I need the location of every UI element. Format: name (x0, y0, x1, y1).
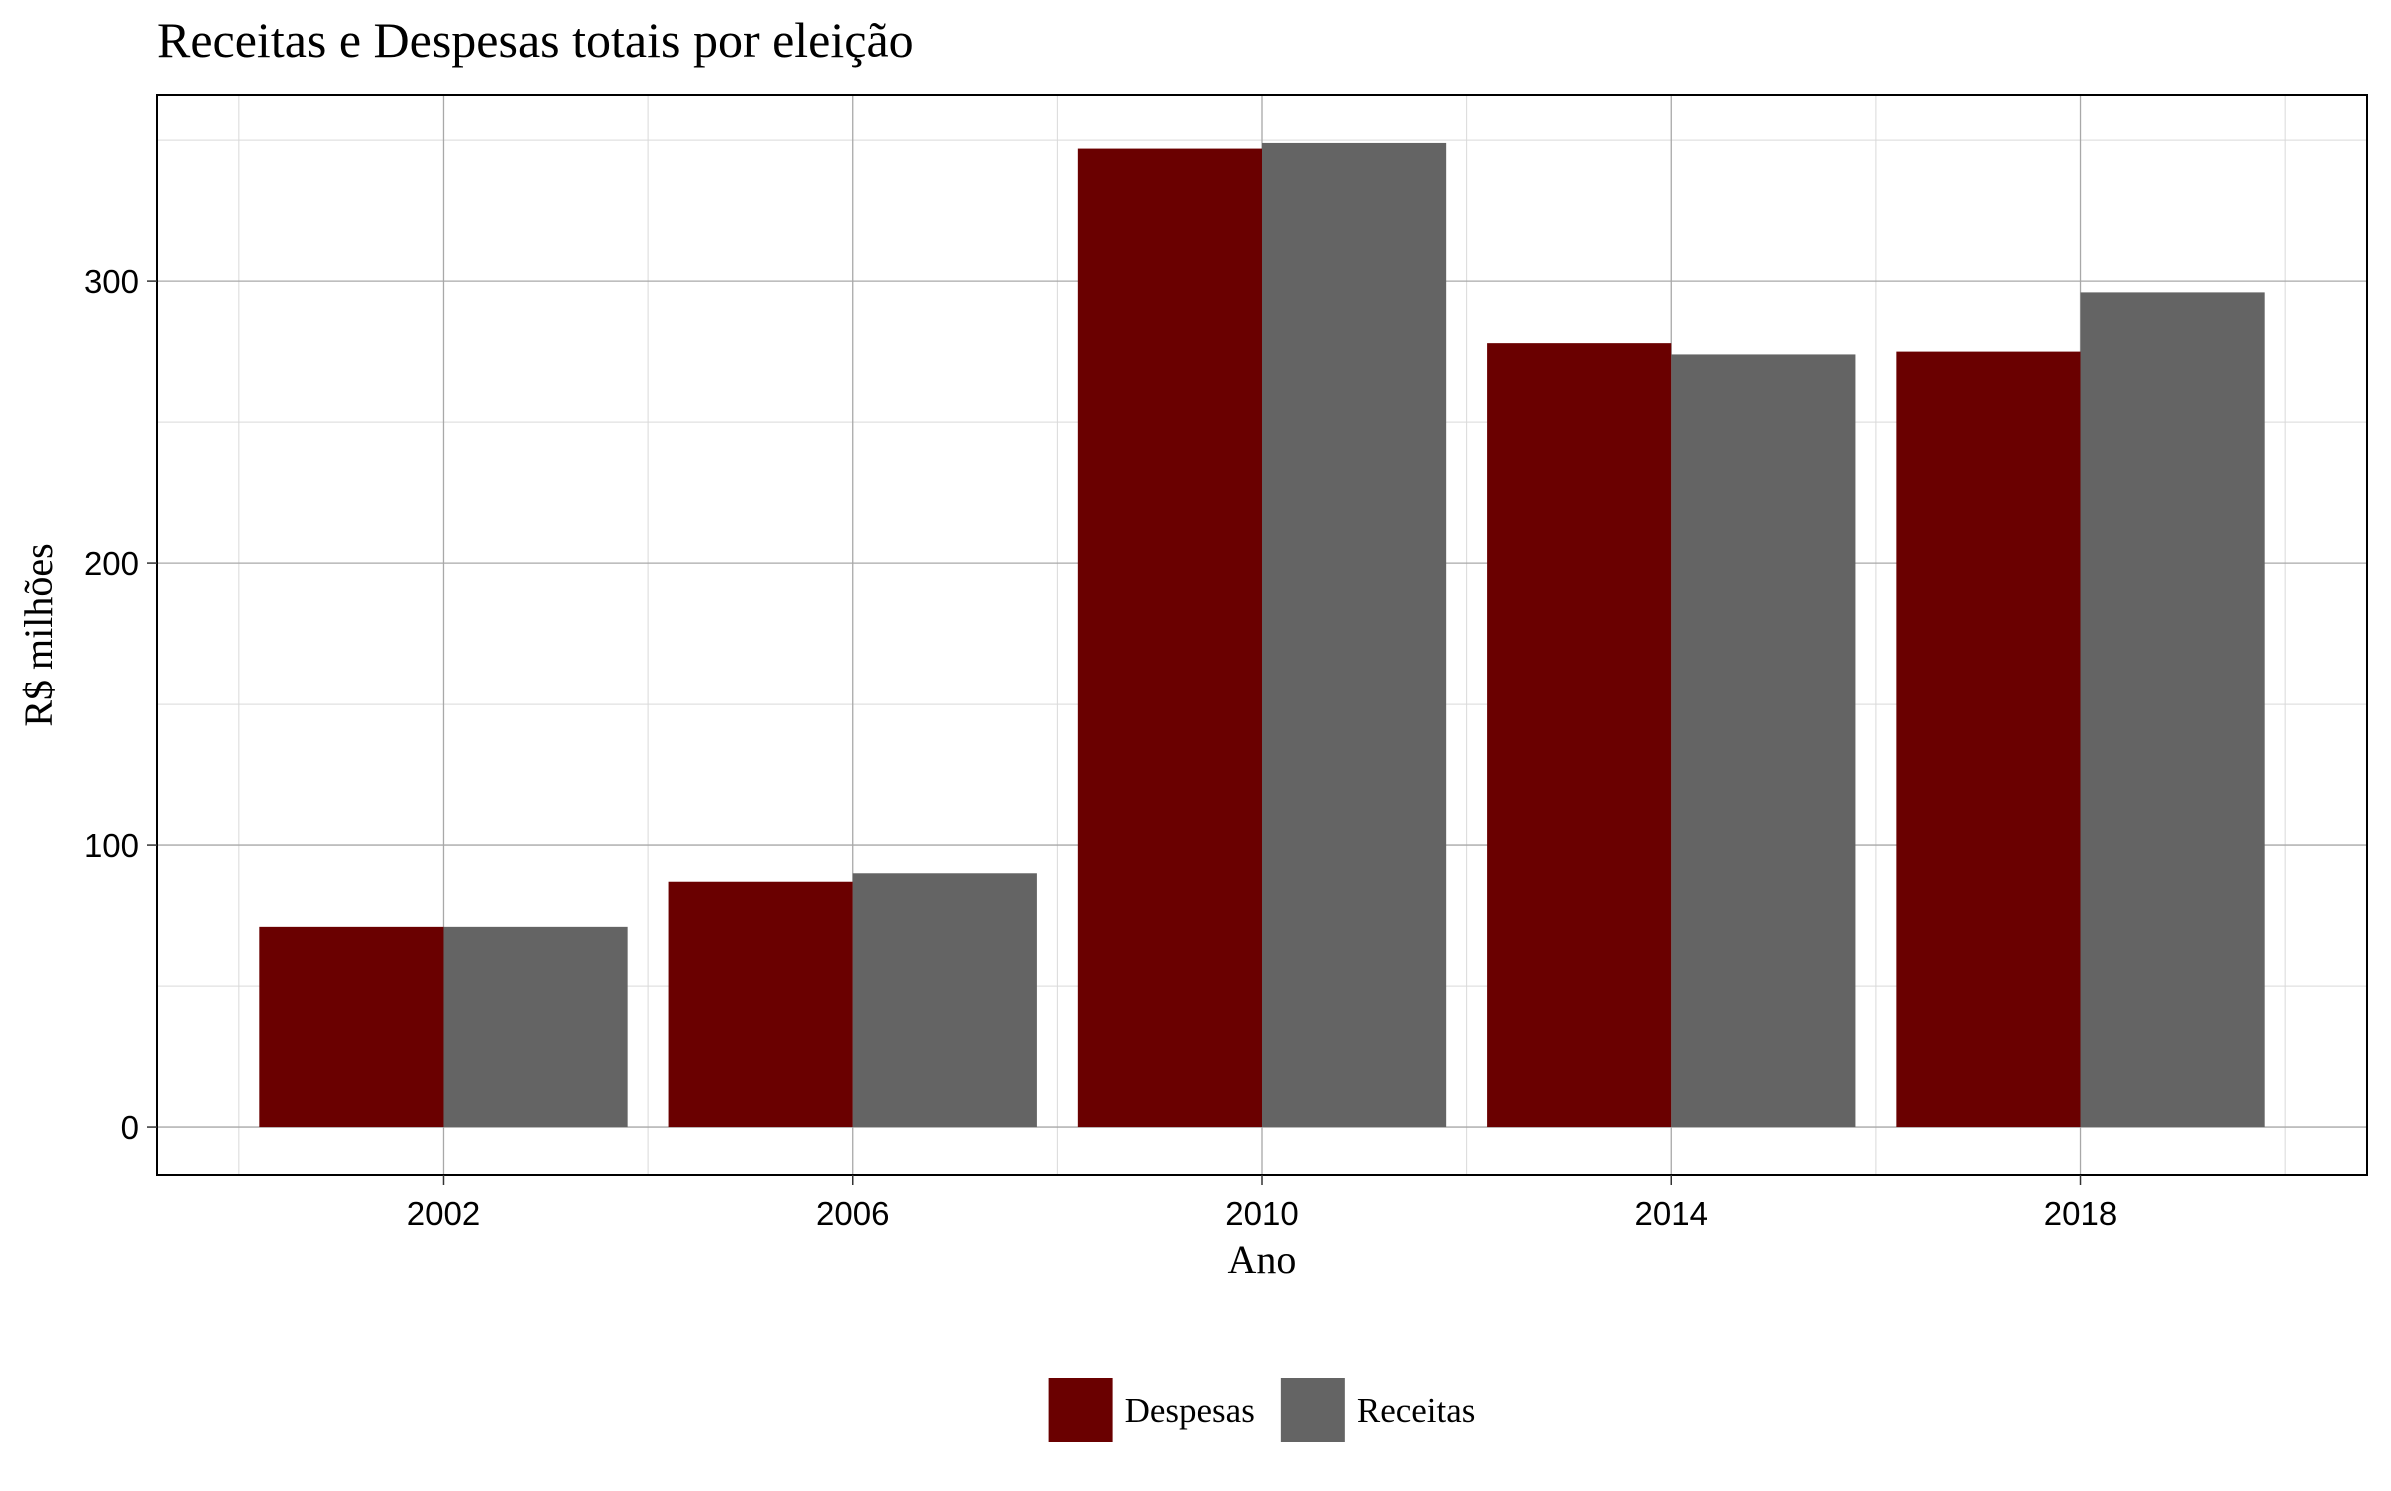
y-tick-label: 100 (84, 827, 139, 864)
chart-title: Receitas e Despesas totais por eleição (157, 12, 914, 68)
y-tick-label: 200 (84, 545, 139, 582)
y-axis: 0 100 200 300 (84, 263, 157, 1146)
x-tick-label: 2002 (407, 1195, 480, 1232)
bar-receitas-2018 (2080, 292, 2265, 1128)
legend: Despesas Receitas (1048, 1378, 1476, 1442)
x-axis-title: Ano (1228, 1237, 1297, 1282)
bar-despesas-2018 (1896, 351, 2081, 1128)
y-axis-title: R$ milhões (16, 543, 61, 726)
bar-receitas-2014 (1671, 354, 1856, 1128)
legend-label-receitas: Receitas (1357, 1391, 1476, 1430)
y-tick-label: 0 (121, 1109, 139, 1146)
bars (259, 142, 2265, 1128)
legend-key-receitas (1280, 1378, 1345, 1442)
x-tick-label: 2014 (1635, 1195, 1708, 1232)
x-tick-label: 2018 (2044, 1195, 2117, 1232)
bar-receitas-2010 (1262, 142, 1447, 1128)
legend-key-despesas (1048, 1378, 1113, 1442)
x-tick-label: 2006 (816, 1195, 889, 1232)
legend-label-despesas: Despesas (1125, 1391, 1255, 1430)
x-tick-label: 2010 (1225, 1195, 1298, 1232)
bar-despesas-2006 (668, 881, 853, 1128)
bar-despesas-2002 (259, 926, 444, 1128)
bar-receitas-2002 (443, 926, 628, 1128)
x-axis: 2002 2006 2010 2014 2018 (407, 1175, 2117, 1232)
bar-receitas-2006 (852, 873, 1037, 1128)
bar-despesas-2010 (1077, 148, 1262, 1128)
y-tick-label: 300 (84, 263, 139, 300)
bar-despesas-2014 (1487, 343, 1672, 1128)
